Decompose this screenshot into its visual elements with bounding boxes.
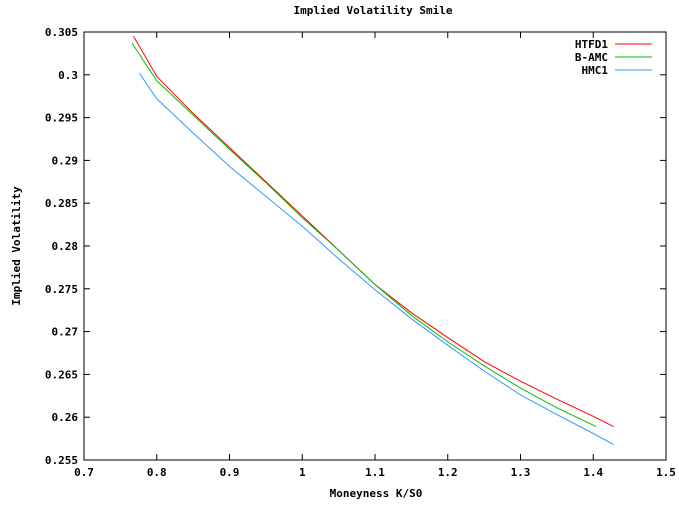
series-line-hmc1: [138, 72, 614, 446]
series-line-b-amc: [131, 42, 597, 428]
y-tick-label: 0.275: [45, 283, 78, 296]
plot-frame: [83, 31, 667, 461]
series-line-htfd1: [133, 36, 614, 428]
x-tick-label: 1.1: [365, 466, 385, 479]
y-axis: 0.255 0.26 0.265 0.27 0.275 0.28 0.285 0.29 0.29…: [45, 26, 666, 467]
y-tick-label: 0.26: [52, 411, 79, 424]
y-tick-label: 0.28: [52, 240, 79, 253]
legend-label: B-AMC: [575, 51, 608, 64]
x-tick-label: 1.3: [511, 466, 531, 479]
legend-label: HMC1: [582, 64, 609, 77]
x-tick-label: 0.9: [220, 466, 240, 479]
y-tick-label: 0.29: [52, 154, 79, 167]
chart-title: Implied Volatility Smile: [294, 4, 453, 17]
series-layer: [131, 36, 614, 446]
x-tick-label: 0.8: [147, 466, 167, 479]
x-axis-label: Moneyness K/S0: [330, 487, 423, 500]
x-tick-label: 0.7: [74, 466, 94, 479]
y-tick-label: 0.295: [45, 112, 78, 125]
y-tick-label: 0.27: [52, 326, 79, 339]
x-tick-label: 1: [299, 466, 306, 479]
y-tick-label: 0.305: [45, 26, 78, 39]
x-axis: 0.7 0.8 0.9 1 1.1 1.2 1.3 1.4 1.5: [74, 32, 676, 479]
x-tick-label: 1.4: [583, 466, 603, 479]
y-tick-label: 0.3: [58, 69, 78, 82]
y-tick-label: 0.285: [45, 197, 78, 210]
y-tick-label: 0.265: [45, 368, 78, 381]
y-axis-label: Implied Volatility: [10, 186, 23, 306]
x-tick-label: 1.5: [656, 466, 676, 479]
x-tick-label: 1.2: [438, 466, 458, 479]
y-tick-label: 0.255: [45, 454, 78, 467]
legend-label: HTFD1: [575, 38, 608, 51]
